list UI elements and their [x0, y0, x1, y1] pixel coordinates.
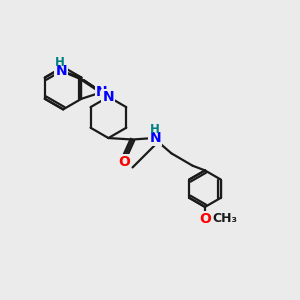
Text: H: H	[55, 56, 65, 69]
Text: N: N	[103, 90, 114, 104]
Text: N: N	[96, 85, 107, 99]
Text: CH₃: CH₃	[212, 212, 237, 225]
Text: N: N	[56, 64, 67, 78]
Text: N: N	[149, 131, 161, 145]
Text: O: O	[199, 212, 211, 226]
Text: O: O	[118, 155, 130, 169]
Text: H: H	[150, 123, 160, 136]
